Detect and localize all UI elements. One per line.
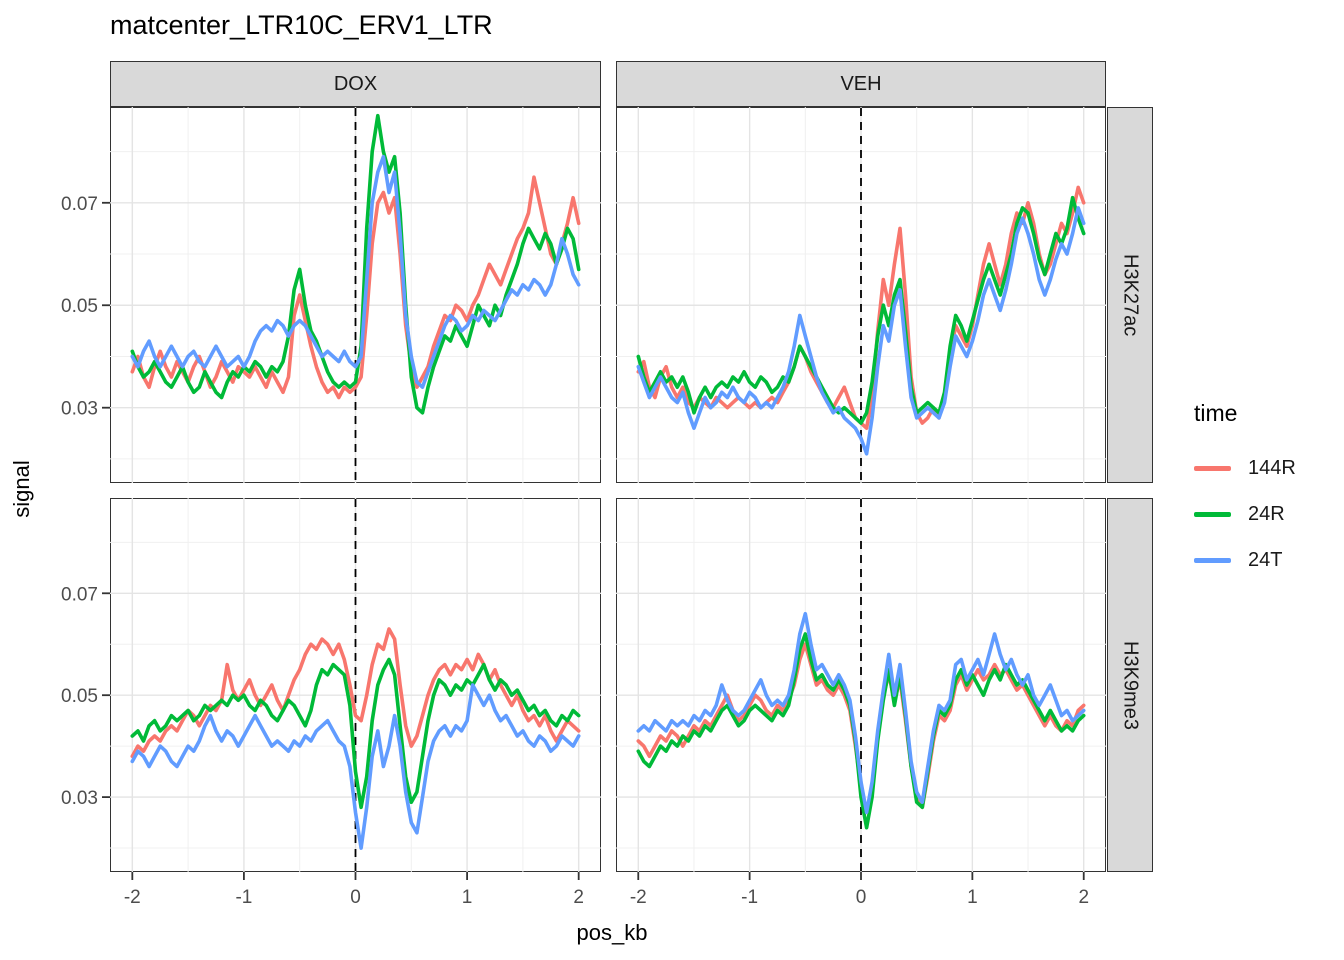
y-axis-title: signal — [9, 460, 34, 518]
panel-veh-h3k9me3 — [616, 498, 1106, 872]
y-tick-label: 0.05 — [61, 686, 98, 707]
facet-strip-h3k9me3-label: H3K9me3 — [1119, 640, 1142, 730]
y-tick-label: 0.07 — [61, 584, 98, 605]
legend-entry-24r: 24R — [1194, 491, 1296, 537]
legend-entry-24t: 24T — [1194, 537, 1296, 583]
panel-dox-h3k9me3 — [110, 498, 601, 872]
facet-strip-h3k9me3: H3K9me3 — [1107, 498, 1153, 872]
y-tick-label: 0.03 — [61, 399, 98, 420]
x-tick-label: 0 — [856, 887, 867, 908]
x-tick-label: -2 — [124, 887, 141, 908]
y-tick-label: 0.07 — [61, 194, 98, 215]
legend-label-24t: 24T — [1248, 548, 1283, 571]
y-tick-label: 0.05 — [61, 296, 98, 317]
legend-entry-144r: 144R — [1194, 445, 1296, 491]
legend: time 144R 24R 24T — [1194, 400, 1296, 583]
facet-strip-h3k27ac: H3K27ac — [1107, 107, 1153, 483]
y-tick-label: 0.03 — [61, 788, 98, 809]
x-tick-label: 2 — [573, 887, 584, 908]
legend-title: time — [1194, 400, 1238, 426]
legend-key-24r — [1194, 511, 1231, 517]
x-tick-label: -2 — [630, 887, 647, 908]
facet-strip-dox-label: DOX — [333, 72, 378, 95]
legend-key-144r — [1194, 465, 1231, 471]
facet-strip-dox: DOX — [110, 61, 601, 107]
x-tick-label: 1 — [967, 887, 978, 908]
plot-title: matcenter_LTR10C_ERV1_LTR — [110, 10, 493, 40]
facet-strip-h3k27ac-label: H3K27ac — [1119, 253, 1142, 337]
facet-strip-veh: VEH — [616, 61, 1106, 107]
x-tick-label: -1 — [235, 887, 252, 908]
x-tick-label: 0 — [350, 887, 361, 908]
facet-strip-veh-label: VEH — [840, 72, 882, 95]
legend-label-24r: 24R — [1248, 502, 1285, 525]
panel-dox-h3k27ac — [110, 107, 601, 483]
x-tick-label: 1 — [462, 887, 473, 908]
legend-label-144r: 144R — [1248, 456, 1296, 479]
legend-key-24t — [1194, 557, 1231, 563]
x-axis-title: pos_kb — [576, 920, 648, 945]
x-tick-label: -1 — [741, 887, 758, 908]
x-tick-label: 2 — [1078, 887, 1089, 908]
legend-entries: 144R 24R 24T — [1194, 445, 1296, 583]
panel-veh-h3k27ac — [616, 107, 1106, 483]
